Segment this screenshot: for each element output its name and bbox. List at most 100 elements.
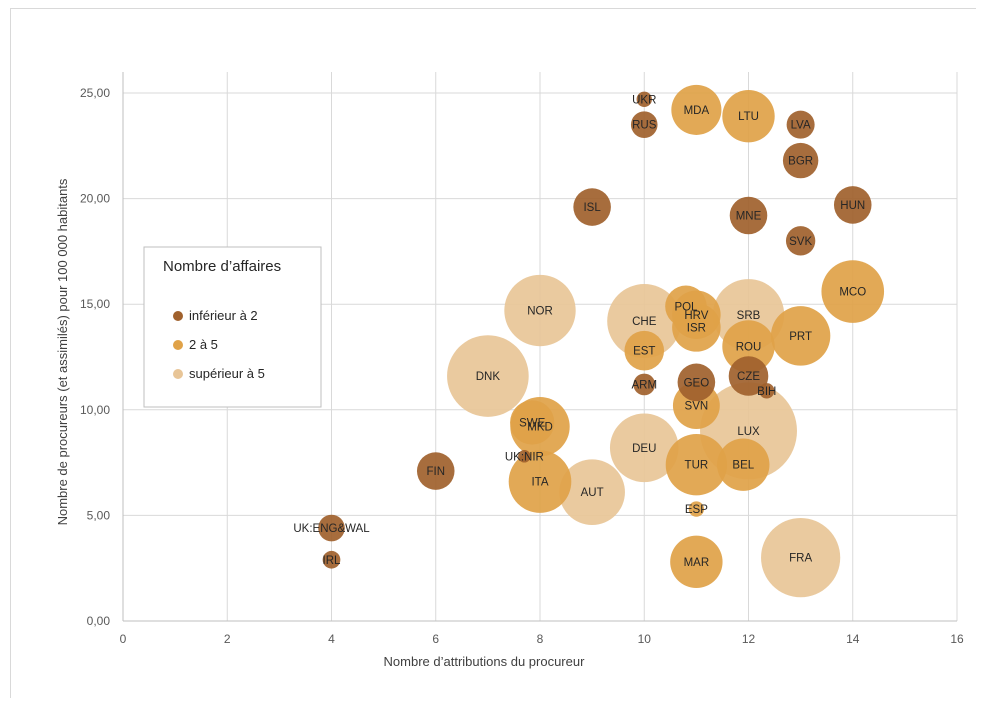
bubble-label: SWE bbox=[519, 417, 546, 429]
bubble-label: HUN bbox=[840, 200, 865, 212]
bubble-deu bbox=[609, 413, 679, 483]
bubble-label: POL bbox=[674, 301, 698, 313]
bubble-lva bbox=[786, 110, 815, 139]
bubble-esp bbox=[688, 501, 705, 517]
x-tick-label: 14 bbox=[846, 632, 860, 646]
bubble-labels: UKR RUS MDA LTU LVA BGR ISL MNE HUN SVK MCO NOR CHE P… bbox=[293, 94, 866, 569]
bubble-arm bbox=[633, 373, 656, 396]
bubble-label: CZE bbox=[737, 371, 760, 383]
bubble-tur bbox=[665, 434, 728, 496]
legend-entry: supérieur à 5 bbox=[189, 366, 265, 381]
bubble-label: FRA bbox=[789, 553, 812, 565]
x-tick-label: 8 bbox=[537, 632, 544, 646]
bubble-label: DEU bbox=[632, 443, 656, 455]
bubble-label: DNK bbox=[476, 371, 501, 383]
chart-frame bbox=[10, 8, 976, 698]
bubble-svk bbox=[785, 226, 816, 256]
y-tick-label: 10,00 bbox=[80, 403, 110, 417]
y-tick-label: 5,00 bbox=[87, 508, 111, 522]
bubble-fin bbox=[416, 452, 455, 490]
x-tick-label: 10 bbox=[638, 632, 652, 646]
bubble-label: ROU bbox=[736, 341, 762, 353]
x-axis-title: Nombre d’attributions du procureur bbox=[384, 654, 586, 669]
bubble-uk-eng-wal bbox=[318, 514, 345, 542]
bubble-label: MNE bbox=[736, 210, 762, 222]
x-tick-label: 16 bbox=[950, 632, 964, 646]
bubble-mar bbox=[670, 535, 723, 589]
bubble-mda bbox=[671, 84, 722, 135]
bubble-label: UKR bbox=[632, 94, 656, 106]
bubble-label: ISR bbox=[687, 322, 706, 334]
y-tick-label: 25,00 bbox=[80, 86, 110, 100]
legend-entry: 2 à 5 bbox=[189, 337, 218, 352]
bubble-label: HRV bbox=[684, 310, 708, 322]
bubble-bgr bbox=[782, 142, 819, 179]
bubble-label: FIN bbox=[426, 466, 445, 478]
bubble-label: CHE bbox=[632, 316, 657, 328]
bubble-mco bbox=[821, 260, 885, 323]
bubble-label: ESP bbox=[685, 504, 708, 516]
bubble-swe bbox=[510, 400, 555, 445]
bubbles bbox=[318, 84, 885, 598]
bubble-label: GEO bbox=[684, 377, 710, 389]
x-tick-label: 12 bbox=[742, 632, 756, 646]
legend-marker bbox=[173, 369, 183, 379]
bubble-label: MKD bbox=[527, 422, 553, 434]
legend: Nombre d’affaires inférieur à 2 2 à 5 supé… bbox=[143, 246, 322, 408]
bubble-rou bbox=[722, 320, 775, 373]
bubble-label: MDA bbox=[684, 105, 710, 117]
legend-marker bbox=[173, 340, 183, 350]
bubble-label: NOR bbox=[527, 306, 553, 318]
bubble-prt bbox=[770, 306, 831, 366]
bubble-bel bbox=[717, 438, 770, 491]
bubble-label: BGR bbox=[788, 156, 813, 168]
x-tick-label: 0 bbox=[120, 632, 127, 646]
bubble-label: ITA bbox=[531, 477, 548, 489]
bubble-label: SVN bbox=[685, 401, 709, 413]
bubble-fra bbox=[761, 518, 841, 598]
bubble-label: LUX bbox=[737, 426, 760, 438]
axes: 0 2 4 6 8 10 12 14 16 0,00 5,00 10,00 15,00 20,00 25,0… bbox=[80, 72, 964, 646]
bubble-label: RUS bbox=[632, 120, 657, 132]
bubble-ita bbox=[508, 450, 572, 513]
legend-entry: inférieur à 2 bbox=[189, 308, 258, 323]
bubble-label: LTU bbox=[738, 111, 759, 123]
bubble-ltu bbox=[722, 90, 775, 143]
bubble-bih bbox=[759, 383, 775, 399]
bubble-label: TUR bbox=[685, 460, 709, 472]
bubble-est bbox=[624, 330, 665, 371]
y-tick-label: 15,00 bbox=[80, 297, 110, 311]
bubble-cze bbox=[728, 356, 769, 396]
bubble-isl bbox=[573, 188, 611, 226]
bubble-label: SVK bbox=[789, 236, 812, 248]
legend-title: Nombre d’affaires bbox=[163, 258, 281, 275]
bubble-geo bbox=[677, 363, 716, 402]
bubble-label: MAR bbox=[684, 557, 710, 569]
bubble-label: BEL bbox=[732, 460, 754, 472]
bubble-label: AUT bbox=[581, 487, 604, 499]
y-tick-label: 0,00 bbox=[87, 614, 111, 628]
x-tick-label: 6 bbox=[432, 632, 439, 646]
bubble-hun bbox=[833, 186, 872, 224]
x-tick-label: 4 bbox=[328, 632, 335, 646]
x-tick-label: 2 bbox=[224, 632, 231, 646]
y-axis-title: Nombre de procureurs (et assimilés) pour… bbox=[55, 178, 70, 525]
bubble-ukr bbox=[636, 91, 652, 108]
legend-box bbox=[143, 246, 322, 408]
bubble-mne bbox=[729, 196, 768, 235]
bubble-rus bbox=[630, 111, 658, 138]
bubble-pol bbox=[665, 285, 707, 328]
bubble-label: EST bbox=[633, 346, 655, 358]
y-tick-label: 20,00 bbox=[80, 192, 110, 206]
bubble-uk-nir bbox=[518, 450, 531, 463]
bubble-dnk bbox=[447, 335, 529, 417]
bubble-label: UK:NIR bbox=[505, 451, 544, 463]
bubble-label: ISL bbox=[583, 202, 601, 214]
bubble-irl bbox=[322, 550, 341, 569]
bubble-label: ARM bbox=[631, 379, 657, 391]
bubble-aut bbox=[559, 459, 625, 526]
bubble-label: MCO bbox=[839, 287, 866, 299]
bubble-label: PRT bbox=[789, 331, 812, 343]
bubble-label: LVA bbox=[791, 120, 811, 132]
